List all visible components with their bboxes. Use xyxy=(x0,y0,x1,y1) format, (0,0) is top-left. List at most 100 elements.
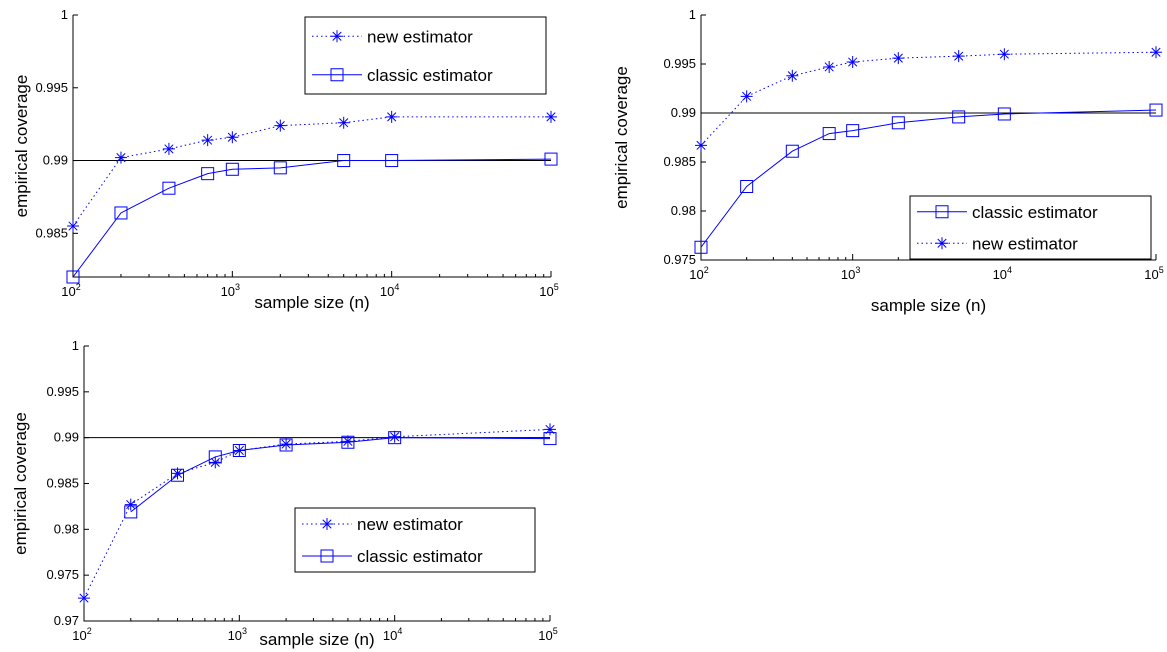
data-point-new xyxy=(544,423,556,436)
legend: classic estimator new estimator xyxy=(909,195,1152,260)
x-tick-exponent: 4 xyxy=(394,282,399,292)
y-tick-label: 0.97 xyxy=(54,613,79,628)
legend-marker-classic xyxy=(320,549,334,563)
data-point-classic xyxy=(201,167,215,181)
x-tick-exponent: 2 xyxy=(87,626,92,636)
x-tick-label: 102 xyxy=(61,282,80,299)
data-point-new xyxy=(337,116,350,129)
x-tick-label: 105 xyxy=(538,626,557,643)
y-tick-label: 0.985 xyxy=(35,225,68,240)
data-point-new xyxy=(695,139,707,152)
x-tick-exponent: 3 xyxy=(855,265,860,275)
data-point-classic xyxy=(232,444,246,457)
data-point-classic xyxy=(385,154,399,168)
data-point-new xyxy=(892,52,905,65)
y-axis-label: empirical coverage xyxy=(11,412,30,555)
data-point-new xyxy=(162,142,175,155)
series-classic xyxy=(124,431,557,519)
axes-frame xyxy=(83,346,550,622)
data-point-classic xyxy=(388,431,402,445)
data-point-new xyxy=(388,430,401,443)
data-point-new xyxy=(226,131,239,144)
data-point-new xyxy=(274,119,287,132)
data-point-classic xyxy=(273,161,287,175)
data-point-new xyxy=(952,50,965,63)
y-tick-label: 0.995 xyxy=(35,80,68,95)
data-point-new xyxy=(846,56,859,69)
y-tick-label: 0.975 xyxy=(663,252,696,267)
x-tick-base: 10 xyxy=(61,284,75,299)
x-tick-base: 10 xyxy=(538,628,552,643)
x-tick-exponent: 4 xyxy=(397,626,402,636)
data-point-classic xyxy=(891,116,905,130)
x-tick-label: 105 xyxy=(1144,265,1163,282)
data-point-classic xyxy=(114,206,128,220)
series-classic xyxy=(694,103,1163,254)
data-point-classic xyxy=(341,435,355,449)
y-axis-label: empirical coverage xyxy=(12,75,31,218)
legend-marker-new xyxy=(331,30,343,43)
x-tick-base: 10 xyxy=(380,284,394,299)
series-line-classic xyxy=(700,109,1157,248)
data-point-new xyxy=(385,110,398,123)
x-axis-label: sample size (n) xyxy=(254,293,369,312)
x-tick-label: 104 xyxy=(993,265,1012,282)
data-point-classic xyxy=(171,468,185,482)
data-point-classic xyxy=(952,110,966,124)
x-tick-label: 103 xyxy=(221,282,240,299)
data-point-classic xyxy=(124,505,138,519)
legend-label-classic: classic estimator xyxy=(367,66,493,85)
y-tick-label: 0.995 xyxy=(663,56,696,71)
legend: new estimator classic estimator xyxy=(294,507,536,573)
legend-box xyxy=(909,195,1152,260)
data-point-classic xyxy=(543,432,557,446)
x-axis-label: sample size (n) xyxy=(871,296,986,315)
legend-marker-classic xyxy=(935,205,949,219)
y-tick-label: 0.975 xyxy=(46,567,79,582)
data-point-classic xyxy=(694,240,708,254)
series-line-new xyxy=(700,51,1157,146)
x-axis-label: sample size (n) xyxy=(259,630,374,649)
x-tick-base: 10 xyxy=(221,284,235,299)
x-tick-base: 10 xyxy=(993,267,1007,282)
data-point-classic xyxy=(997,107,1011,121)
legend: new estimator classic estimator xyxy=(304,16,547,95)
data-point-classic xyxy=(785,144,799,158)
series-line-new xyxy=(72,116,551,227)
legend-label-classic: classic estimator xyxy=(972,203,1098,222)
data-point-classic xyxy=(846,124,860,138)
x-tick-label: 105 xyxy=(539,282,558,299)
legend-label-classic: classic estimator xyxy=(357,547,483,566)
data-point-new xyxy=(124,498,137,511)
data-point-new xyxy=(201,134,214,147)
y-tick-label: 0.995 xyxy=(46,384,79,399)
x-tick-exponent: 5 xyxy=(553,626,558,636)
x-tick-base: 10 xyxy=(1144,267,1158,282)
x-tick-exponent: 2 xyxy=(76,282,81,292)
data-point-new xyxy=(67,220,79,233)
x-tick-base: 10 xyxy=(539,284,553,299)
legend-marker-classic xyxy=(330,68,344,82)
y-tick-label: 1 xyxy=(72,338,79,353)
x-tick-exponent: 2 xyxy=(704,265,709,275)
x-tick-base: 10 xyxy=(689,267,703,282)
data-point-new xyxy=(786,69,799,82)
y-tick-label: 0.985 xyxy=(46,476,79,491)
data-point-new xyxy=(740,90,753,103)
y-tick-label: 0.99 xyxy=(54,430,79,445)
legend-label-new: new estimator xyxy=(357,515,463,534)
data-point-new xyxy=(280,438,293,451)
x-tick-exponent: 3 xyxy=(242,626,247,636)
series-classic xyxy=(66,152,558,284)
x-tick-exponent: 5 xyxy=(1159,265,1164,275)
x-tick-label: 104 xyxy=(383,626,402,643)
data-point-classic xyxy=(822,127,836,141)
legend-marker-new xyxy=(321,518,333,530)
data-point-classic xyxy=(544,152,558,166)
y-tick-label: 0.99 xyxy=(671,105,696,120)
x-tick-label: 102 xyxy=(72,626,91,643)
